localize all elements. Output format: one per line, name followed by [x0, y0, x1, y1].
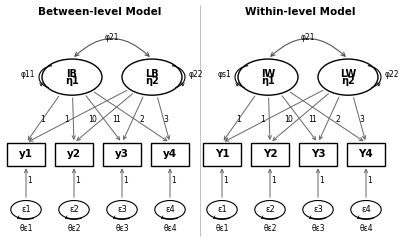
- Text: 3: 3: [163, 115, 168, 124]
- FancyBboxPatch shape: [7, 143, 45, 166]
- Circle shape: [255, 201, 285, 219]
- Text: φs1: φs1: [217, 70, 231, 79]
- Text: 1: 1: [124, 176, 128, 185]
- Text: φ22: φ22: [385, 70, 399, 79]
- Text: θε2: θε2: [67, 224, 81, 233]
- Text: η2: η2: [341, 76, 355, 87]
- Text: 2: 2: [336, 115, 340, 124]
- FancyBboxPatch shape: [251, 143, 289, 166]
- Text: 1: 1: [237, 115, 241, 124]
- Text: Y1: Y1: [215, 149, 229, 159]
- Circle shape: [207, 201, 237, 219]
- Text: LB: LB: [145, 69, 159, 79]
- Text: η1: η1: [65, 76, 79, 87]
- Text: 1: 1: [41, 115, 45, 124]
- Text: 1: 1: [272, 176, 276, 185]
- Circle shape: [11, 201, 41, 219]
- Text: η2: η2: [145, 76, 159, 87]
- Text: θε2: θε2: [263, 224, 277, 233]
- Text: 1: 1: [65, 115, 69, 124]
- Text: ε4: ε4: [361, 205, 371, 214]
- Text: 1: 1: [76, 176, 80, 185]
- Text: 1: 1: [261, 115, 265, 124]
- Text: 3: 3: [359, 115, 364, 124]
- Text: 1: 1: [116, 115, 120, 124]
- Text: y2: y2: [67, 149, 81, 159]
- Text: 1: 1: [224, 176, 228, 185]
- Text: φ21: φ21: [301, 33, 315, 42]
- Text: θε4: θε4: [163, 224, 177, 233]
- Text: θε3: θε3: [115, 224, 129, 233]
- Text: IB: IB: [66, 69, 78, 79]
- FancyBboxPatch shape: [103, 143, 141, 166]
- Text: y3: y3: [115, 149, 129, 159]
- Text: θε1: θε1: [215, 224, 229, 233]
- Text: ε3: ε3: [313, 205, 323, 214]
- Text: 0: 0: [91, 115, 96, 124]
- Text: η1: η1: [261, 76, 275, 87]
- FancyBboxPatch shape: [347, 143, 385, 166]
- Text: 1: 1: [89, 115, 93, 124]
- Text: Between-level Model: Between-level Model: [38, 7, 162, 17]
- Text: 1: 1: [172, 176, 176, 185]
- Text: θε3: θε3: [311, 224, 325, 233]
- Circle shape: [155, 201, 185, 219]
- Text: ε2: ε2: [265, 205, 275, 214]
- Text: Y4: Y4: [359, 149, 373, 159]
- Text: φ21: φ21: [105, 33, 119, 42]
- Text: φ11: φ11: [21, 70, 35, 79]
- Text: Y3: Y3: [311, 149, 325, 159]
- Circle shape: [107, 201, 137, 219]
- Text: 1: 1: [285, 115, 289, 124]
- Text: ε4: ε4: [165, 205, 175, 214]
- Circle shape: [303, 201, 333, 219]
- Text: θε4: θε4: [359, 224, 373, 233]
- Text: ε1: ε1: [217, 205, 227, 214]
- Circle shape: [59, 201, 89, 219]
- Text: y4: y4: [163, 149, 177, 159]
- Text: IW: IW: [261, 69, 275, 79]
- Text: 1: 1: [320, 176, 324, 185]
- Text: y1: y1: [19, 149, 33, 159]
- Text: LW: LW: [340, 69, 356, 79]
- Text: 1: 1: [312, 115, 316, 124]
- FancyBboxPatch shape: [151, 143, 189, 166]
- Text: 2: 2: [140, 115, 144, 124]
- Text: φ22: φ22: [189, 70, 203, 79]
- Text: 1: 1: [309, 115, 313, 124]
- Text: ε3: ε3: [117, 205, 127, 214]
- Text: ε2: ε2: [69, 205, 79, 214]
- Text: ε1: ε1: [21, 205, 31, 214]
- Text: 1: 1: [368, 176, 372, 185]
- Text: 1: 1: [113, 115, 117, 124]
- Text: Within-level Model: Within-level Model: [245, 7, 355, 17]
- FancyBboxPatch shape: [55, 143, 93, 166]
- Text: 1: 1: [28, 176, 32, 185]
- Text: 0: 0: [287, 115, 292, 124]
- Text: θε1: θε1: [19, 224, 33, 233]
- FancyBboxPatch shape: [203, 143, 241, 166]
- Text: Y2: Y2: [263, 149, 277, 159]
- FancyBboxPatch shape: [299, 143, 337, 166]
- Circle shape: [351, 201, 381, 219]
